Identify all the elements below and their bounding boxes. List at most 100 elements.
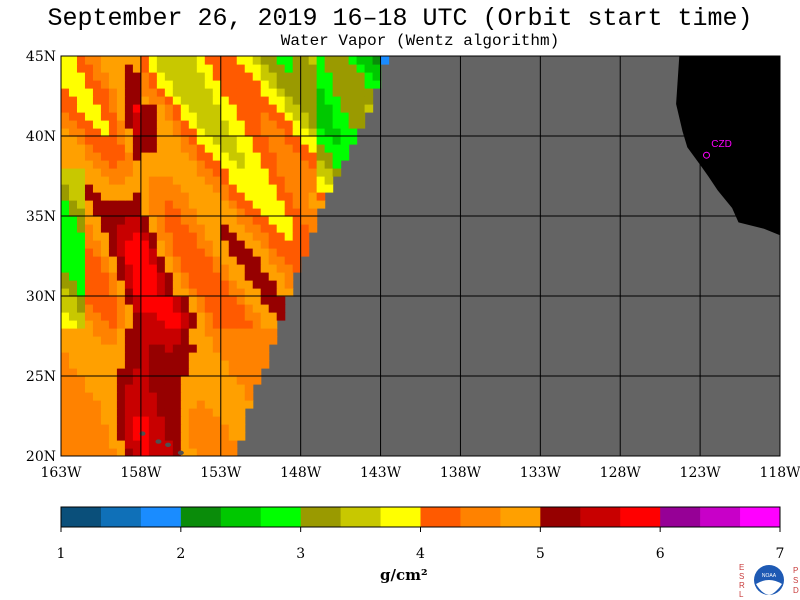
vapor-cell: [244, 400, 254, 409]
vapor-cell: [164, 128, 174, 137]
vapor-cell: [116, 168, 126, 177]
vapor-cell: [140, 200, 150, 209]
vapor-cell: [100, 272, 110, 281]
vapor-cell: [180, 248, 190, 257]
vapor-cell: [236, 400, 246, 409]
vapor-cell: [100, 416, 110, 425]
vapor-cell: [124, 160, 134, 169]
vapor-cell: [268, 112, 278, 121]
vapor-cell: [124, 232, 134, 241]
vapor-cell: [76, 208, 86, 217]
vapor-cell: [236, 360, 246, 369]
vapor-cell: [156, 304, 166, 313]
vapor-cell: [92, 320, 102, 329]
vapor-cell: [188, 344, 198, 353]
island-marker: [177, 450, 184, 455]
vapor-cell: [220, 424, 230, 433]
vapor-cell: [260, 304, 270, 313]
vapor-cell: [84, 64, 94, 73]
vapor-cell: [92, 104, 102, 113]
vapor-cell: [212, 128, 222, 137]
vapor-cell: [308, 160, 318, 169]
vapor-cell: [228, 128, 238, 137]
vapor-cell: [188, 264, 198, 273]
vapor-cell: [100, 216, 110, 225]
vapor-cell: [68, 224, 78, 233]
vapor-cell: [156, 408, 166, 417]
vapor-cell: [252, 328, 262, 337]
vapor-cell: [61, 200, 70, 209]
vapor-cell: [100, 192, 110, 201]
vapor-cell: [180, 256, 190, 265]
vapor-cell: [180, 416, 190, 425]
vapor-cell: [140, 304, 150, 313]
colorbar-swatch: [260, 507, 302, 527]
vapor-cell: [244, 176, 254, 185]
vapor-cell: [148, 248, 158, 257]
vapor-cell: [172, 224, 182, 233]
vapor-cell: [244, 232, 254, 241]
vapor-cell: [116, 248, 126, 257]
vapor-cell: [156, 368, 166, 377]
vapor-cell: [140, 448, 150, 456]
vapor-cell: [116, 80, 126, 89]
vapor-cell: [348, 112, 358, 121]
vapor-cell: [108, 264, 118, 273]
vapor-cell: [108, 224, 118, 233]
vapor-cell: [252, 80, 262, 89]
vapor-cell: [364, 96, 374, 105]
x-tick-label: 123W: [680, 465, 722, 481]
vapor-cell: [116, 392, 126, 401]
vapor-cell: [284, 72, 294, 81]
vapor-cell: [292, 208, 302, 217]
vapor-cell: [244, 360, 254, 369]
vapor-cell: [132, 112, 142, 121]
vapor-cell: [188, 80, 198, 89]
vapor-cell: [172, 264, 182, 273]
vapor-cell: [212, 376, 222, 385]
vapor-cell: [148, 344, 158, 353]
vapor-cell: [236, 424, 246, 433]
vapor-cell: [244, 136, 254, 145]
vapor-cell: [172, 440, 182, 449]
vapor-cell: [124, 152, 134, 161]
vapor-cell: [68, 368, 78, 377]
vapor-cell: [61, 296, 70, 305]
vapor-cell: [124, 184, 134, 193]
vapor-cell: [228, 432, 238, 441]
vapor-cell: [156, 160, 166, 169]
vapor-cell: [172, 400, 182, 409]
vapor-cell: [116, 344, 126, 353]
vapor-cell: [308, 128, 318, 137]
vapor-cell: [68, 168, 78, 177]
vapor-cell: [220, 128, 230, 137]
vapor-cell: [316, 184, 326, 193]
vapor-cell: [172, 88, 182, 97]
vapor-cell: [108, 352, 118, 361]
vapor-cell: [68, 256, 78, 265]
vapor-cell: [292, 56, 302, 65]
vapor-cell: [180, 448, 190, 456]
vapor-cell: [92, 200, 102, 209]
vapor-cell: [116, 56, 126, 65]
vapor-cell: [260, 136, 270, 145]
vapor-cell: [100, 112, 110, 121]
vapor-cell: [284, 80, 294, 89]
vapor-cell: [204, 80, 214, 89]
vapor-cell: [156, 232, 166, 241]
vapor-cell: [276, 256, 286, 265]
vapor-cell: [180, 400, 190, 409]
vapor-cell: [188, 200, 198, 209]
vapor-cell: [356, 64, 366, 73]
vapor-cell: [124, 224, 134, 233]
vapor-cell: [76, 56, 86, 65]
vapor-cell: [92, 208, 102, 217]
vapor-cell: [196, 224, 206, 233]
vapor-cell: [244, 352, 254, 361]
vapor-cell: [132, 448, 142, 456]
vapor-cell: [68, 128, 78, 137]
vapor-cell: [212, 208, 222, 217]
vapor-cell: [188, 400, 198, 409]
vapor-cell: [148, 368, 158, 377]
vapor-cell: [132, 224, 142, 233]
